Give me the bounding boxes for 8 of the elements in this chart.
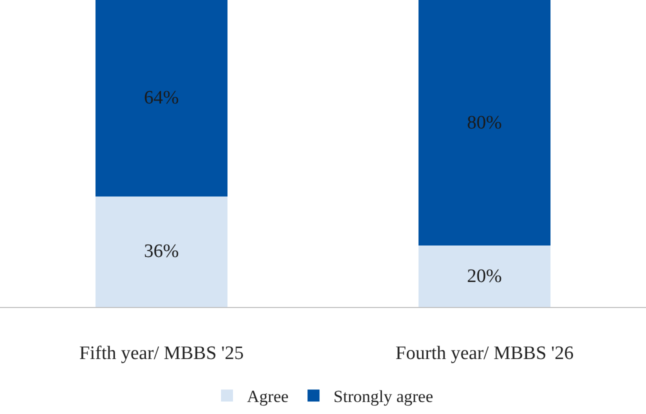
data-label: 36% — [144, 241, 179, 262]
x-tick-label: Fifth year/ MBBS '25 — [79, 342, 244, 364]
data-label: 80% — [467, 112, 502, 134]
data-label: 20% — [467, 266, 502, 287]
legend-label: Agree — [247, 387, 289, 406]
x-tick-label: Fourth year/ MBBS '26 — [395, 342, 574, 364]
data-label: 64% — [144, 88, 179, 109]
legend-label: Strongly agree — [334, 387, 434, 406]
